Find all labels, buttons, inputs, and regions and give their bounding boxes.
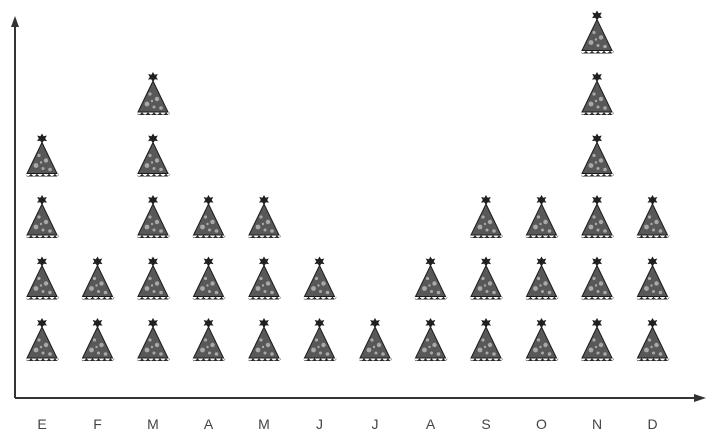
party-hat-icon: [524, 256, 559, 300]
party-hat-icon: [246, 256, 282, 300]
party-hat-icon: [80, 317, 115, 362]
party-hat-icon: [635, 256, 670, 300]
party-hat-icon: [357, 317, 393, 362]
axes: [11, 16, 706, 402]
x-tick-label: N: [592, 416, 602, 431]
party-hat-icon: [579, 71, 615, 116]
party-hat-icon: [135, 71, 171, 116]
party-hat-icon: [579, 194, 615, 239]
party-hat-icon: [413, 317, 448, 362]
party-hat-icon: [579, 133, 615, 177]
x-tick-label: A: [204, 416, 214, 431]
party-hat-icon: [246, 317, 282, 362]
chart-marks: [24, 10, 670, 362]
party-hat-icon: [135, 256, 171, 300]
x-tick-label: O: [536, 416, 547, 431]
x-tick-label: D: [647, 416, 657, 431]
party-hat-icon: [468, 194, 504, 239]
party-hat-icon: [524, 317, 559, 362]
party-hat-icon: [24, 317, 60, 362]
party-hat-icon: [579, 256, 615, 300]
party-hat-icon: [24, 133, 60, 177]
party-hat-icon: [246, 194, 282, 239]
x-axis-arrowhead: [694, 394, 706, 402]
x-tick-label: S: [481, 416, 490, 431]
party-hat-icon: [135, 317, 171, 362]
x-tick-label: E: [37, 416, 46, 431]
party-hat-icon: [579, 10, 615, 54]
party-hat-icon: [635, 194, 670, 239]
x-tick-label: M: [147, 416, 159, 431]
y-axis-arrowhead: [11, 16, 19, 27]
party-hat-icon: [24, 256, 60, 300]
party-hat-icon: [579, 317, 615, 362]
party-hat-icon: [468, 317, 504, 362]
party-hat-icon: [302, 317, 337, 362]
party-hat-icon: [468, 256, 504, 300]
party-hat-icon: [635, 317, 670, 362]
party-hat-icon: [191, 256, 226, 300]
x-tick-label: J: [316, 416, 323, 431]
x-tick-label: F: [93, 416, 102, 431]
party-hat-icon: [191, 194, 226, 239]
party-hat-icon: [413, 256, 448, 300]
party-hat-icon: [80, 256, 115, 300]
party-hat-icon: [24, 194, 60, 239]
party-hat-icon: [524, 194, 559, 239]
x-tick-label: M: [258, 416, 270, 431]
party-hat-icon: [191, 317, 226, 362]
party-hat-icon: [135, 133, 171, 177]
x-tick-label: A: [426, 416, 436, 431]
party-hat-icon: [302, 256, 337, 300]
party-hat-icon: [135, 194, 171, 239]
x-tick-label: J: [372, 416, 379, 431]
